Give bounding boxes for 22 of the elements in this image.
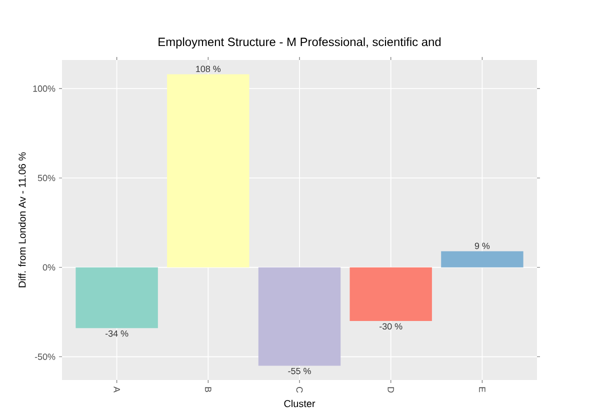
x-axis-title: Cluster xyxy=(284,400,316,408)
bar xyxy=(76,267,158,328)
y-tick-label: 50% xyxy=(38,174,56,182)
y-tick-label: 100% xyxy=(33,85,56,92)
data-label: 108 % xyxy=(196,66,221,72)
data-label: -55 % xyxy=(288,368,311,374)
chart-title: Employment Structure - M Professional, scientific and xyxy=(158,37,441,49)
x-tick-label: E xyxy=(479,387,486,392)
y-tick-label: -50% xyxy=(34,354,56,360)
bar xyxy=(167,74,250,268)
bar xyxy=(258,267,341,366)
x-tick-label: B xyxy=(205,387,212,392)
bar xyxy=(441,251,524,268)
x-tick-label: C xyxy=(296,386,303,393)
x-tick-label: D xyxy=(388,387,394,393)
bar xyxy=(350,267,432,322)
data-label: 9 % xyxy=(474,242,490,250)
x-tick-label: A xyxy=(114,386,120,392)
data-label: -34 % xyxy=(106,330,128,337)
data-label: -30 % xyxy=(380,323,402,330)
y-axis-title: Diff. from London Av - 11.06 % xyxy=(18,152,26,288)
y-tick-label: 0% xyxy=(42,264,56,271)
